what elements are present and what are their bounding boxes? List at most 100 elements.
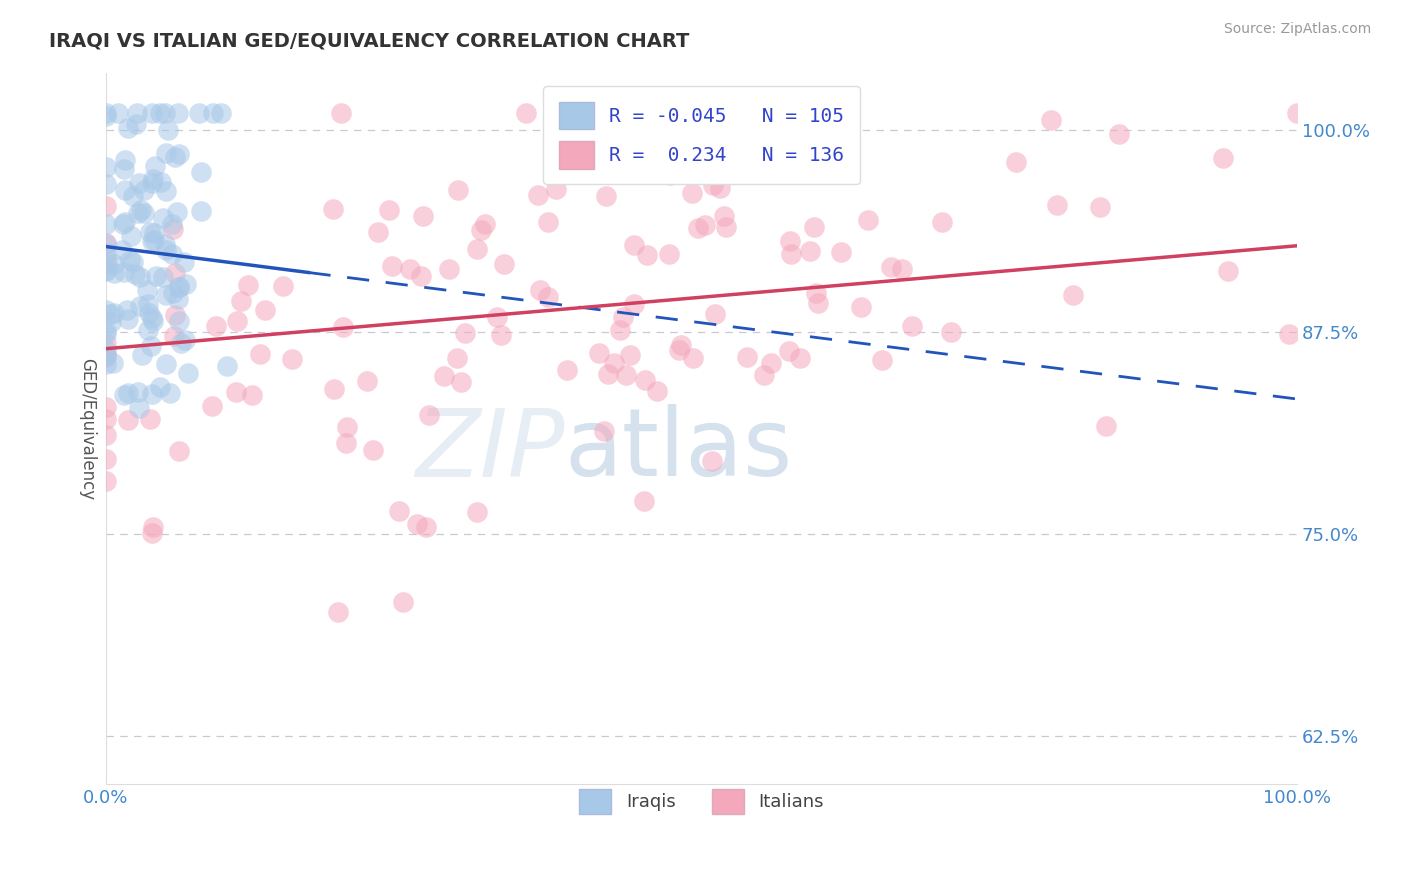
Point	[187, 106, 209, 120]
Point	[609, 323, 631, 337]
Point	[162, 222, 184, 236]
Point	[114, 183, 136, 197]
Point	[141, 106, 163, 120]
Point	[177, 366, 200, 380]
Point	[1088, 200, 1111, 214]
Point	[94, 324, 117, 338]
Point	[658, 247, 681, 261]
Text: IRAQI VS ITALIAN GED/EQUIVALENCY CORRELATION CHART: IRAQI VS ITALIAN GED/EQUIVALENCY CORRELA…	[49, 31, 689, 50]
Point	[127, 205, 149, 219]
Point	[132, 183, 155, 197]
Point	[94, 428, 117, 442]
Point	[686, 106, 709, 120]
Point	[163, 151, 186, 165]
Point	[173, 255, 195, 269]
Point	[159, 386, 181, 401]
Point	[682, 351, 704, 365]
Point	[167, 146, 190, 161]
Point	[588, 345, 610, 359]
Point	[536, 290, 558, 304]
Point	[112, 217, 135, 231]
Point	[94, 348, 117, 362]
Point	[94, 401, 117, 415]
Point	[142, 313, 165, 327]
Point	[391, 595, 413, 609]
Point	[160, 217, 183, 231]
Point	[271, 278, 294, 293]
Point	[142, 233, 165, 247]
Point	[155, 145, 177, 160]
Point	[803, 219, 825, 234]
Point	[1094, 419, 1116, 434]
Point	[595, 189, 617, 203]
Point	[668, 343, 690, 357]
Point	[94, 106, 117, 120]
Point	[700, 454, 723, 468]
Point	[94, 474, 117, 488]
Point	[139, 225, 162, 239]
Point	[114, 153, 136, 168]
Point	[474, 217, 496, 231]
Point	[136, 297, 159, 311]
Point	[240, 388, 263, 402]
Point	[167, 314, 190, 328]
Point	[751, 141, 773, 155]
Point	[155, 243, 177, 257]
Point	[465, 242, 488, 256]
Point	[713, 209, 735, 223]
Point	[128, 299, 150, 313]
Point	[149, 175, 172, 189]
Point	[1212, 151, 1234, 165]
Point	[555, 363, 578, 377]
Point	[688, 128, 710, 143]
Point	[754, 368, 776, 382]
Point	[236, 277, 259, 292]
Point	[94, 245, 117, 260]
Point	[117, 413, 139, 427]
Point	[388, 504, 411, 518]
Point	[703, 307, 725, 321]
Point	[190, 165, 212, 179]
Point	[494, 257, 516, 271]
Point	[131, 348, 153, 362]
Point	[201, 399, 224, 413]
Point	[634, 373, 657, 387]
Point	[152, 211, 174, 226]
Point	[120, 228, 142, 243]
Point	[405, 516, 427, 531]
Point	[537, 215, 560, 229]
Point	[489, 327, 512, 342]
Point	[94, 264, 117, 278]
Point	[138, 306, 160, 320]
Point	[598, 367, 620, 381]
Y-axis label: GED/Equivalency: GED/Equivalency	[79, 358, 96, 500]
Point	[830, 245, 852, 260]
Point	[94, 411, 117, 425]
Point	[1278, 327, 1301, 342]
Point	[225, 314, 247, 328]
Point	[856, 213, 879, 227]
Point	[669, 338, 692, 352]
Point	[94, 109, 117, 123]
Point	[94, 357, 117, 371]
Point	[155, 184, 177, 198]
Point	[167, 280, 190, 294]
Point	[167, 280, 190, 294]
Point	[167, 106, 190, 120]
Point	[103, 266, 125, 280]
Point	[381, 259, 404, 273]
Point	[409, 268, 432, 283]
Legend: Iraqis, Italians: Iraqis, Italians	[568, 778, 835, 825]
Point	[1218, 264, 1240, 278]
Point	[645, 384, 668, 398]
Point	[1062, 288, 1084, 302]
Point	[115, 302, 138, 317]
Point	[142, 226, 165, 240]
Point	[623, 297, 645, 311]
Point	[103, 356, 125, 370]
Point	[636, 247, 658, 261]
Point	[799, 244, 821, 258]
Point	[332, 319, 354, 334]
Point	[94, 236, 117, 251]
Point	[778, 343, 800, 358]
